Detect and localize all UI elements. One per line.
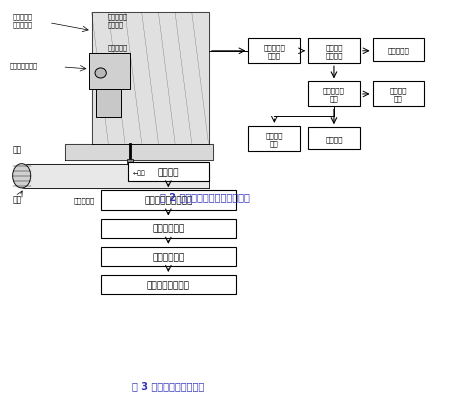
Text: 焊缝偏差处理: 焊缝偏差处理 xyxy=(152,252,184,261)
Text: 视频摄像传感器: 视频摄像传感器 xyxy=(10,62,38,69)
Bar xyxy=(101,191,236,210)
Text: 传感器调整
手动移移台: 传感器调整 手动移移台 xyxy=(13,13,33,28)
Bar xyxy=(373,39,424,62)
Text: 图 2 视觉传感自动跟踪系统组成: 图 2 视觉传感自动跟踪系统组成 xyxy=(159,192,249,201)
Text: 视频信号放大、整形: 视频信号放大、整形 xyxy=(144,196,192,205)
Text: ←焊缝: ←焊缝 xyxy=(132,170,145,175)
Text: 视频信号
处理电路: 视频信号 处理电路 xyxy=(325,44,343,59)
Bar xyxy=(127,160,133,164)
Bar xyxy=(308,82,360,107)
Bar xyxy=(248,39,301,64)
Bar xyxy=(373,82,424,107)
Bar xyxy=(101,275,236,294)
Text: 单片计算机
电路: 单片计算机 电路 xyxy=(323,87,345,102)
Bar xyxy=(128,163,209,182)
Text: 图像采集: 图像采集 xyxy=(158,168,179,177)
Text: 工件运层向: 工件运层向 xyxy=(74,197,95,204)
Bar xyxy=(101,247,236,266)
Bar xyxy=(96,90,121,118)
Text: 焊缝特征提取: 焊缝特征提取 xyxy=(152,224,184,233)
Text: 图 3 视频信号处理流程图: 图 3 视频信号处理流程图 xyxy=(132,381,204,390)
Bar xyxy=(308,128,360,150)
Bar xyxy=(308,39,360,64)
Text: 伺服电动机: 伺服电动机 xyxy=(108,44,128,51)
Bar xyxy=(89,54,130,90)
Text: 钢杆: 钢杆 xyxy=(13,145,22,154)
Text: 视频监视器: 视频监视器 xyxy=(388,47,410,54)
Polygon shape xyxy=(64,144,213,160)
Ellipse shape xyxy=(13,164,31,188)
Text: 调整显示
电路: 调整显示 电路 xyxy=(390,87,407,102)
Polygon shape xyxy=(22,164,209,188)
Text: 钢板: 钢板 xyxy=(13,195,22,204)
Bar xyxy=(101,219,236,238)
Bar xyxy=(248,126,301,151)
Text: 伺服调整电
动滑移台: 伺服调整电 动滑移台 xyxy=(108,13,128,28)
Text: 伺服电动机
驱动器: 伺服电动机 驱动器 xyxy=(263,44,285,59)
Text: 开关设定
电路: 开关设定 电路 xyxy=(266,132,283,146)
Text: 稳压电源: 稳压电源 xyxy=(325,136,343,142)
Text: 伺服电动机驱动器: 伺服电动机驱动器 xyxy=(147,281,190,290)
Ellipse shape xyxy=(95,69,106,79)
Polygon shape xyxy=(92,13,209,144)
